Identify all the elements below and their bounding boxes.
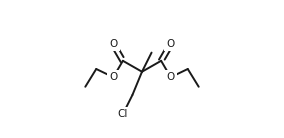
Text: O: O	[166, 39, 175, 49]
Text: Cl: Cl	[118, 109, 128, 119]
Text: O: O	[109, 39, 118, 49]
Text: O: O	[109, 72, 118, 82]
Text: O: O	[166, 72, 175, 82]
